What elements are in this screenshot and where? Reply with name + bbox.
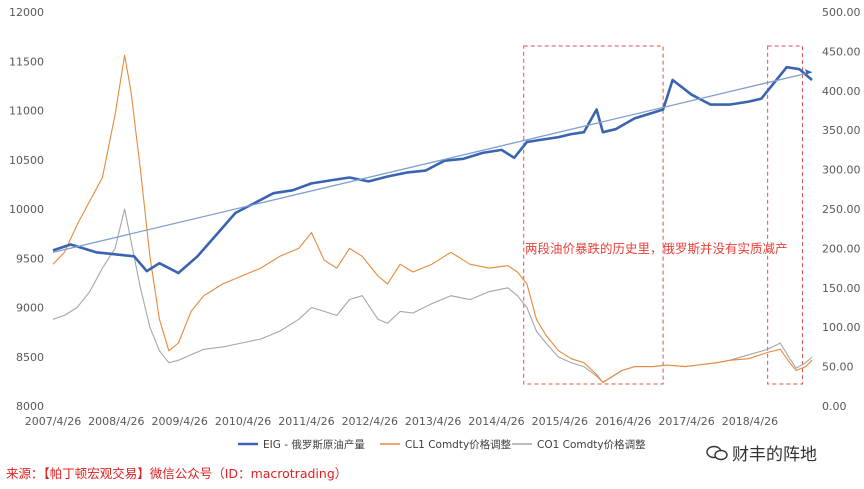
right-tick-label: 450.00 [822, 45, 861, 58]
right-tick-label: 50.00 [822, 361, 854, 374]
trend-arrow [805, 69, 812, 76]
chart-legend: EIG - 俄罗斯原油产量 CL1 Comdty价格调整 CO1 Comdty价格调… [238, 438, 646, 451]
watermark-text: 财丰的阵地 [732, 445, 817, 465]
legend-label: EIG - 俄罗斯原油产量 [263, 438, 365, 451]
right-tick-label: 200.00 [822, 242, 861, 255]
chart-annotation: 两段油价暴跌的历史里，俄罗斯并没有实质减产 [525, 241, 788, 256]
wechat-icon [706, 445, 728, 460]
x-tick-label: 2009/4/26 [152, 415, 208, 428]
left-tick-label: 10000 [9, 203, 44, 216]
source-text: 来源：【帕丁顿宏观交易】微信公众号（ID：macrotrading） [6, 466, 348, 481]
x-tick-label: 2011/4/26 [278, 415, 334, 428]
x-tick-label: 2012/4/26 [342, 415, 398, 428]
x-tick-label: 2016/4/26 [595, 415, 651, 428]
legend-label: CL1 Comdty价格调整 [405, 438, 512, 451]
series-lines [52, 54, 813, 383]
highlight-box [523, 45, 664, 385]
right-tick-label: 500.00 [822, 6, 861, 19]
right-tick-label: 250.00 [822, 203, 861, 216]
x-tick-label: 2015/4/26 [532, 415, 588, 428]
right-tick-label: 350.00 [822, 124, 861, 137]
left-tick-label: 8500 [16, 351, 44, 364]
right-tick-label: 150.00 [822, 282, 861, 295]
series-line-0 [52, 65, 813, 275]
highlight-box [767, 45, 803, 385]
x-tick-label: 2013/4/26 [405, 415, 461, 428]
watermark: 财丰的阵地 [706, 440, 817, 465]
x-tick-label: 2008/4/26 [88, 415, 144, 428]
x-axis-ticks: 2007/4/26 2008/4/26 2009/4/26 2010/4/26 2011… [25, 415, 778, 428]
series-line-2 [52, 208, 813, 383]
left-tick-label: 9000 [16, 302, 44, 315]
left-tick-label: 10500 [9, 154, 44, 167]
x-tick-label: 2010/4/26 [215, 415, 271, 428]
x-tick-label: 2018/4/26 [722, 415, 778, 428]
right-tick-label: 100.00 [822, 321, 861, 334]
series-line-1 [52, 54, 813, 383]
x-tick-label: 2014/4/26 [468, 415, 524, 428]
left-tick-label: 11500 [9, 55, 44, 68]
left-tick-label: 8000 [16, 400, 44, 413]
right-tick-label: 300.00 [822, 164, 861, 177]
trend-line [52, 71, 813, 253]
right-tick-label: 400.00 [822, 85, 861, 98]
left-tick-label: 11000 [9, 105, 44, 118]
x-tick-label: 2017/4/26 [658, 415, 714, 428]
right-axis-ticks: 0.00 50.00 100.00 150.00 200.00 250.00 300.00 3… [822, 6, 861, 413]
right-tick-label: 0.00 [822, 400, 847, 413]
x-tick-label: 2007/4/26 [25, 415, 81, 428]
highlight-boxes [523, 45, 803, 385]
legend-label: CO1 Comdty价格调整 [537, 438, 646, 451]
left-tick-label: 12000 [9, 6, 44, 19]
left-tick-label: 9500 [16, 252, 44, 265]
left-axis-ticks: 8000 8500 9000 9500 10000 10500 11000 11500 1200… [9, 6, 44, 413]
